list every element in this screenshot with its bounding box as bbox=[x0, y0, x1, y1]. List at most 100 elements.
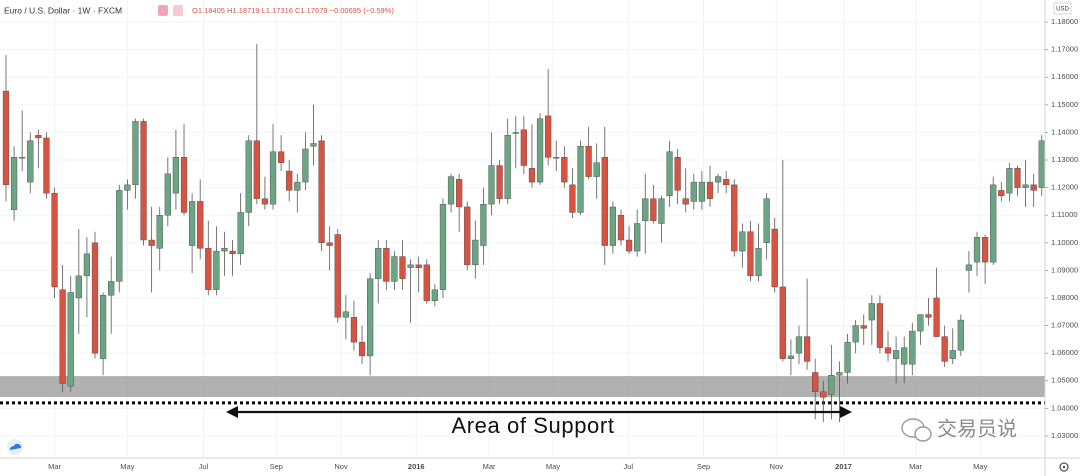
candle-body bbox=[488, 165, 495, 205]
candle-body bbox=[447, 176, 455, 205]
candle-body bbox=[763, 198, 770, 243]
candle-body bbox=[585, 146, 592, 177]
candle-body bbox=[828, 375, 835, 395]
candle-body bbox=[528, 168, 536, 183]
candle-body bbox=[164, 173, 171, 216]
candle-body bbox=[545, 115, 552, 158]
candle-body bbox=[949, 350, 956, 359]
candle-body bbox=[480, 203, 487, 246]
candle-body bbox=[51, 192, 58, 288]
candle-body bbox=[124, 184, 131, 191]
candle-body bbox=[779, 286, 786, 359]
candle-body bbox=[310, 143, 317, 147]
candle-body bbox=[269, 151, 277, 205]
candle-body bbox=[358, 341, 366, 357]
candle-body bbox=[456, 179, 463, 208]
candle-body bbox=[19, 157, 26, 159]
logo-icon bbox=[7, 439, 23, 455]
candle-body bbox=[706, 181, 714, 199]
candle-body bbox=[512, 132, 519, 134]
candle-body bbox=[577, 146, 584, 213]
candle-body bbox=[795, 336, 803, 354]
candle-body bbox=[884, 347, 892, 354]
candle-body bbox=[59, 289, 66, 384]
candle-body bbox=[553, 157, 560, 159]
candle-body bbox=[205, 248, 212, 290]
candle-body bbox=[197, 201, 204, 249]
candle-body bbox=[261, 198, 269, 205]
ohlc-readout: O1.18405 H1.18719 L1.17316 C1.17679 −0.0… bbox=[192, 6, 394, 15]
candle-body bbox=[561, 157, 568, 183]
candle-body bbox=[148, 239, 155, 246]
x-tick-label: May bbox=[973, 462, 987, 471]
candle-body bbox=[399, 256, 406, 279]
y-tick-label: 1.16000 bbox=[1051, 72, 1078, 81]
y-tick-label: 1.04000 bbox=[1051, 403, 1078, 412]
candle-body bbox=[650, 198, 657, 221]
candle-body bbox=[294, 181, 301, 191]
candle-body bbox=[1038, 140, 1045, 188]
currency: USD bbox=[1056, 7, 1069, 13]
candle-body bbox=[229, 250, 236, 255]
candle-body bbox=[917, 314, 924, 332]
candle-body bbox=[593, 162, 600, 177]
y-tick-label: 1.06000 bbox=[1051, 348, 1078, 357]
candle-body bbox=[302, 148, 309, 183]
y-tick-label: 1.05000 bbox=[1051, 376, 1078, 385]
candle-body bbox=[132, 121, 139, 186]
y-tick-label: 1.12000 bbox=[1051, 183, 1078, 192]
chart-title: Euro / U.S. Dollar · 1W · FXCM bbox=[4, 5, 122, 15]
header-icons bbox=[158, 5, 183, 16]
candle-body bbox=[860, 325, 867, 329]
y-tick-label: 1.03000 bbox=[1051, 431, 1078, 440]
x-axis: Mar May Jul Sep Nov 2016 Mar May Jul Sep Nov 2017 Ma… bbox=[48, 462, 988, 471]
candle-body bbox=[965, 264, 973, 271]
candle-body bbox=[812, 372, 819, 392]
candles bbox=[2, 44, 1045, 423]
candle-body bbox=[237, 212, 244, 255]
candle-body bbox=[75, 275, 82, 299]
x-tick-label: May bbox=[546, 462, 560, 471]
candle-body bbox=[1006, 168, 1013, 194]
candle-body bbox=[666, 151, 673, 197]
support-zone bbox=[0, 376, 1045, 398]
candle-body bbox=[771, 228, 778, 288]
x-tick-label: Nov bbox=[770, 462, 784, 471]
candle-body bbox=[787, 355, 795, 359]
x-tick-label: 2016 bbox=[408, 462, 425, 471]
candle-body bbox=[844, 341, 851, 373]
candle-body bbox=[245, 140, 252, 213]
candle-body bbox=[990, 184, 997, 263]
candle-body bbox=[213, 250, 220, 290]
candle-body bbox=[682, 198, 689, 205]
candle-body bbox=[982, 237, 989, 263]
candle-body bbox=[747, 231, 754, 277]
y-tick-label: 1.10000 bbox=[1051, 238, 1078, 247]
candle-body bbox=[957, 319, 964, 351]
candle-body bbox=[504, 134, 511, 199]
candle-body bbox=[91, 242, 99, 354]
candle-body bbox=[108, 281, 115, 296]
candle-body bbox=[892, 350, 900, 359]
candle-body bbox=[973, 237, 981, 263]
candle-body bbox=[99, 295, 107, 359]
y-tick-label: 1.07000 bbox=[1051, 321, 1078, 330]
candle-body bbox=[172, 157, 180, 194]
candle-body bbox=[520, 129, 527, 166]
candle-body bbox=[278, 151, 285, 163]
candle-body bbox=[674, 157, 681, 191]
candle-body bbox=[83, 253, 91, 277]
candle-body bbox=[334, 234, 341, 318]
watermark-icon bbox=[901, 418, 932, 442]
candle-body bbox=[221, 248, 228, 252]
support bbox=[0, 376, 1045, 405]
candle-body bbox=[723, 179, 730, 186]
candle-body bbox=[634, 223, 641, 252]
x-tick-label: Mar bbox=[48, 462, 61, 471]
candle-body bbox=[536, 118, 544, 183]
annotation: Area of Support bbox=[451, 413, 614, 438]
candle-body bbox=[820, 391, 827, 398]
candle-body bbox=[383, 248, 390, 282]
candle-body bbox=[140, 121, 147, 241]
candle-body bbox=[27, 140, 34, 183]
